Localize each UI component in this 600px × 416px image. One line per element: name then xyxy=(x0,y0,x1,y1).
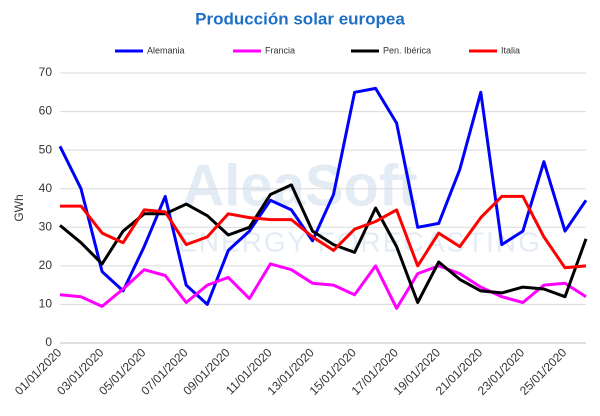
legend-label: Alemania xyxy=(147,45,185,55)
legend-label: Francia xyxy=(265,45,295,55)
y-tick-label: 50 xyxy=(39,142,53,156)
y-tick-label: 60 xyxy=(39,104,53,118)
y-axis-label: GWh xyxy=(12,194,26,221)
y-tick-label: 0 xyxy=(45,335,52,349)
legend-label: Pen. Ibérica xyxy=(383,45,431,55)
legend-label: Italia xyxy=(501,45,520,55)
series-line xyxy=(59,183,588,304)
y-tick-label: 10 xyxy=(39,297,53,311)
series-line xyxy=(58,86,588,306)
series-line xyxy=(59,262,587,310)
watermark: AleaSoft xyxy=(182,153,417,218)
y-tick-label: 30 xyxy=(39,219,53,233)
series-line xyxy=(60,194,587,270)
y-tick-label: 20 xyxy=(39,258,53,272)
y-tick-label: 40 xyxy=(39,181,53,195)
chart-title: Producción solar europea xyxy=(195,9,405,28)
y-tick-label: 70 xyxy=(39,65,53,79)
